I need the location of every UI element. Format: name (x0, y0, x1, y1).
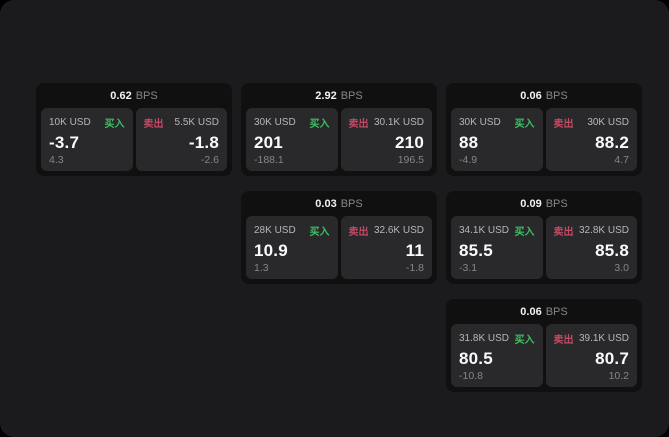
buy-label: 买入 (514, 119, 535, 130)
sell-label: 卖出 (143, 119, 164, 130)
spread-value: 2.92 (315, 89, 337, 102)
quote-card: 2.92 BPS 30K USD 买入 201 -188.1 卖出 30.1K … (241, 83, 437, 176)
sell-label: 卖出 (553, 227, 574, 238)
quote-card: 0.06 BPS 31.8K USD 买入 80.5 -10.8 卖出 39.1… (446, 299, 642, 392)
buy-panel[interactable]: 28K USD 买入 10.9 1.3 (246, 216, 338, 279)
buy-delta: -188.1 (254, 153, 284, 166)
spread-value: 0.03 (315, 197, 337, 210)
spread-unit: BPS (545, 305, 568, 318)
buy-delta: 4.3 (49, 153, 64, 166)
quote-body: 10K USD 买入 -3.7 4.3 卖出 5.5K USD -1.8 -2.… (41, 108, 227, 171)
sell-delta: 196.5 (397, 153, 424, 166)
buy-panel[interactable]: 30K USD 买入 201 -188.1 (246, 108, 338, 171)
sell-delta: 3.0 (614, 261, 629, 274)
buy-price: -3.7 (49, 132, 80, 152)
sell-delta: 4.7 (614, 153, 629, 166)
spread-value: 0.62 (110, 89, 132, 102)
buy-amount: 28K USD (254, 225, 296, 236)
buy-amount: 30K USD (459, 117, 501, 128)
quote-body: 31.8K USD 买入 80.5 -10.8 卖出 39.1K USD 80.… (451, 324, 637, 387)
buy-amount: 31.8K USD (459, 333, 510, 344)
sell-price: 80.7 (595, 348, 629, 368)
buy-delta: -4.9 (459, 153, 478, 166)
sell-delta: -2.6 (200, 153, 219, 166)
buy-price: 85.5 (459, 240, 493, 260)
buy-price: 88 (459, 132, 479, 152)
buy-label: 买入 (309, 227, 330, 238)
buy-price: 80.5 (459, 348, 493, 368)
buy-label: 买入 (514, 335, 535, 346)
quote-card: 0.09 BPS 34.1K USD 买入 85.5 -3.1 卖出 32.8K… (446, 191, 642, 284)
sell-amount: 30.1K USD (373, 117, 424, 128)
buy-amount: 30K USD (254, 117, 296, 128)
spread-unit: BPS (135, 89, 158, 102)
sell-amount: 30K USD (587, 117, 629, 128)
sell-price: 85.8 (595, 240, 629, 260)
sell-panel[interactable]: 卖出 39.1K USD 80.7 10.2 (545, 324, 637, 387)
spread-unit: BPS (340, 89, 363, 102)
sell-price: 88.2 (595, 132, 629, 152)
buy-delta: 1.3 (254, 261, 269, 274)
sell-label: 卖出 (553, 335, 574, 346)
spread-unit: BPS (545, 89, 568, 102)
sell-amount: 5.5K USD (174, 117, 219, 128)
quote-body: 30K USD 买入 201 -188.1 卖出 30.1K USD 210 1… (246, 108, 432, 171)
buy-label: 买入 (104, 119, 125, 130)
quote-card: 0.06 BPS 30K USD 买入 88 -4.9 卖出 30K USD 8… (446, 83, 642, 176)
sell-delta: 10.2 (608, 369, 629, 382)
sell-label: 卖出 (348, 119, 369, 130)
spread-unit: BPS (340, 197, 363, 210)
sell-amount: 39.1K USD (578, 333, 629, 344)
spread-unit: BPS (545, 197, 568, 210)
sell-panel[interactable]: 卖出 32.6K USD 11 -1.8 (340, 216, 432, 279)
buy-label: 买入 (514, 227, 535, 238)
sell-price: -1.8 (188, 132, 219, 152)
sell-amount: 32.6K USD (373, 225, 424, 236)
sell-panel[interactable]: 卖出 32.8K USD 85.8 3.0 (545, 216, 637, 279)
quote-card: 0.62 BPS 10K USD 买入 -3.7 4.3 卖出 5.5K USD… (36, 83, 232, 176)
spread-header: 0.06 BPS (451, 299, 637, 324)
buy-amount: 10K USD (49, 117, 91, 128)
buy-panel[interactable]: 31.8K USD 买入 80.5 -10.8 (451, 324, 543, 387)
spread-header: 0.06 BPS (451, 83, 637, 108)
spread-header: 2.92 BPS (246, 83, 432, 108)
sell-label: 卖出 (553, 119, 574, 130)
spread-value: 0.06 (520, 305, 542, 318)
spread-header: 0.03 BPS (246, 191, 432, 216)
quote-body: 30K USD 买入 88 -4.9 卖出 30K USD 88.2 4.7 (451, 108, 637, 171)
buy-price: 201 (254, 132, 283, 152)
spread-header: 0.09 BPS (451, 191, 637, 216)
sell-panel[interactable]: 卖出 30.1K USD 210 196.5 (340, 108, 432, 171)
buy-panel[interactable]: 30K USD 买入 88 -4.9 (451, 108, 543, 171)
quote-card: 0.03 BPS 28K USD 买入 10.9 1.3 卖出 32.6K US… (241, 191, 437, 284)
buy-panel[interactable]: 34.1K USD 买入 85.5 -3.1 (451, 216, 543, 279)
buy-label: 买入 (309, 119, 330, 130)
sell-panel[interactable]: 卖出 30K USD 88.2 4.7 (545, 108, 637, 171)
buy-delta: -3.1 (459, 261, 478, 274)
spread-value: 0.09 (520, 197, 542, 210)
sell-panel[interactable]: 卖出 5.5K USD -1.8 -2.6 (135, 108, 227, 171)
sell-label: 卖出 (348, 227, 369, 238)
buy-price: 10.9 (254, 240, 288, 260)
sell-amount: 32.8K USD (578, 225, 629, 236)
spread-header: 0.62 BPS (41, 83, 227, 108)
spread-value: 0.06 (520, 89, 542, 102)
sell-price: 210 (395, 132, 424, 152)
quote-body: 34.1K USD 买入 85.5 -3.1 卖出 32.8K USD 85.8… (451, 216, 637, 279)
sell-price: 11 (405, 240, 424, 260)
buy-panel[interactable]: 10K USD 买入 -3.7 4.3 (41, 108, 133, 171)
quote-body: 28K USD 买入 10.9 1.3 卖出 32.6K USD 11 -1.8 (246, 216, 432, 279)
buy-amount: 34.1K USD (459, 225, 510, 236)
sell-delta: -1.8 (405, 261, 424, 274)
buy-delta: -10.8 (459, 369, 483, 382)
